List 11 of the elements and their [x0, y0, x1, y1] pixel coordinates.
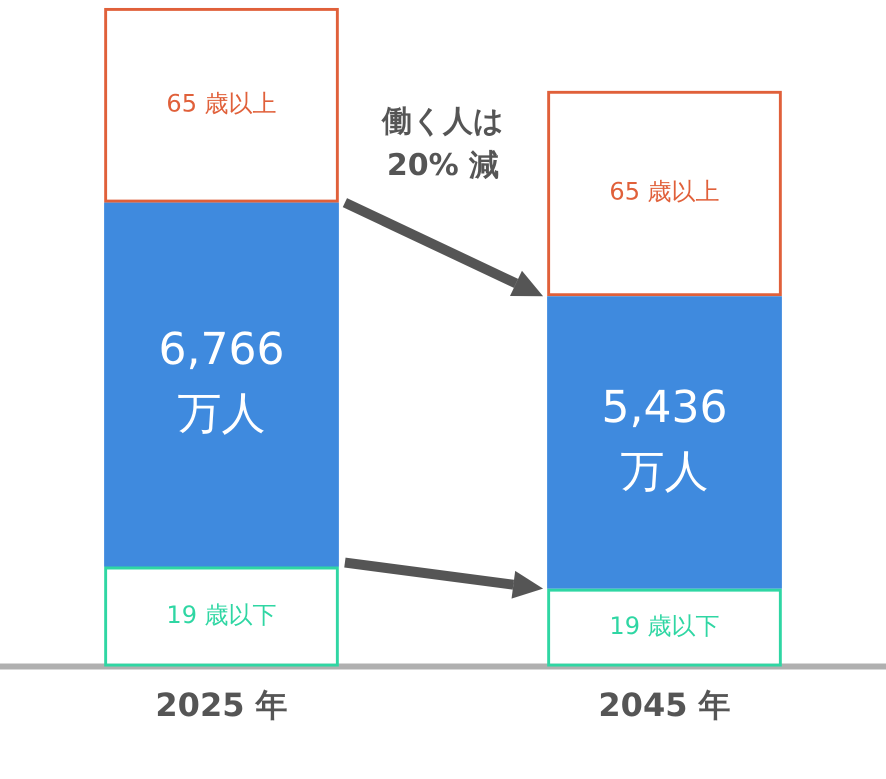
text: 65 歳以上	[166, 89, 277, 118]
x-tick-label: 2025 年	[155, 686, 288, 724]
bar	[104, 202, 339, 567]
x-tick-label: 2045 年	[598, 686, 731, 724]
series-label: 65 歳以上	[609, 178, 720, 206]
series-label: 19 歳以下	[609, 612, 720, 640]
annotation: 働く人は 20% 減	[381, 104, 504, 183]
data-label: 5,436 万人	[602, 382, 728, 497]
bar	[547, 296, 782, 589]
data-label: 6,766 万人	[158, 324, 284, 440]
text: 19 歳以下	[166, 600, 277, 629]
